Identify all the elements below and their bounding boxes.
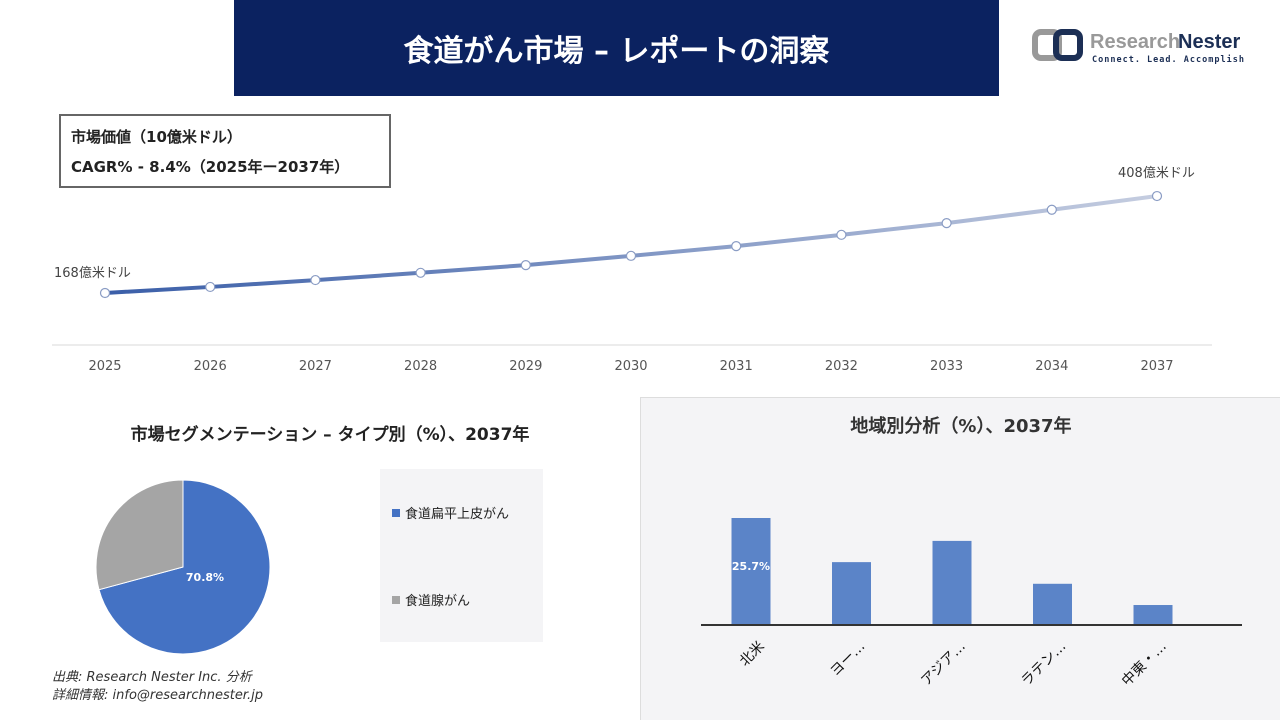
x-tick-label: 2028 <box>404 359 437 374</box>
research-nester-logo: Research Nester Connect. Lead. Accomplis… <box>1032 29 1245 65</box>
page-title: 食道がん市場 – レポートの洞察 <box>234 0 999 96</box>
data-point <box>1046 204 1057 215</box>
x-tick-label: 2031 <box>720 359 753 374</box>
bar <box>731 518 771 625</box>
x-tick-label: 北米 <box>737 639 768 670</box>
bar <box>932 540 972 625</box>
data-point <box>310 274 321 286</box>
data-point <box>941 218 952 229</box>
bar <box>1133 605 1173 625</box>
source-text: 出典: Research Nester Inc. 分析 <box>52 670 252 685</box>
legend-swatch <box>392 595 400 604</box>
legend-label: 食道扁平上皮がん <box>405 507 510 522</box>
x-tick-label: 2037 <box>1140 359 1173 374</box>
x-tick-label: 2027 <box>299 359 332 374</box>
data-point <box>520 260 531 271</box>
bar <box>832 562 871 625</box>
title-text: 食道がん市場 – レポートの洞察 <box>403 34 830 69</box>
x-tick-label: 2034 <box>1035 359 1068 374</box>
x-tick-label: 2030 <box>614 359 647 374</box>
legend-item: 食道扁平上皮がん <box>392 503 509 522</box>
bar <box>1033 583 1072 625</box>
legend-swatch <box>392 508 400 517</box>
data-point <box>205 281 216 293</box>
pie-slice <box>98 479 271 655</box>
first-value-label: 168億米ドル <box>54 265 131 281</box>
x-tick-label: 2029 <box>509 359 542 374</box>
pie-data-label: 70.8% <box>186 571 224 584</box>
x-tick-label: ラテン… <box>1018 639 1069 690</box>
segmentation-panel: 市場セグメンテーション – タイプ別（%）、2037年 70.8% 食道扁平上皮… <box>0 397 640 720</box>
last-value-label: 408億米ドル <box>1118 165 1195 181</box>
series-line <box>104 194 1158 295</box>
pie-chart: 70.8% <box>95 479 271 655</box>
bar-data-label: 25.7% <box>732 560 770 573</box>
market-line-chart: 2025 2026 2027 2028 2029 2030 2031 2032 2033 2034… <box>52 165 1212 374</box>
contact-text: 詳細情報: info@researchnester.jp <box>52 688 263 703</box>
regional-panel: 地域別分析（%）、2037年 25.7% 北米 ヨー… アジア… ラテン… 中東・… <box>640 397 1280 720</box>
x-tick-label: 2033 <box>930 359 963 374</box>
pie-legend: 食道扁平上皮がん 食道腺がん <box>380 469 543 642</box>
segmentation-title: 市場セグメンテーション – タイプ別（%）、2037年 <box>130 425 530 445</box>
data-point <box>836 229 847 240</box>
data-point <box>1151 190 1163 202</box>
data-point <box>731 241 742 252</box>
x-tick-label: 中東・… <box>1119 639 1170 690</box>
kpi-market-value: 市場価値（10億米ドル） <box>71 128 242 146</box>
legend-label: 食道腺がん <box>405 594 471 609</box>
x-tick-label: 2025 <box>88 359 121 374</box>
source-note: 出典: Research Nester Inc. 分析 詳細情報: info@r… <box>52 669 263 705</box>
regional-title: 地域別分析（%）、2037年 <box>850 416 1072 437</box>
legend-item: 食道腺がん <box>392 590 470 609</box>
kpi-cagr: CAGR% - 8.4%（2025年ー2037年） <box>71 158 350 176</box>
kpi-box: 市場価値（10億米ドル） CAGR% - 8.4%（2025年ー2037年） <box>59 114 391 188</box>
svg-text:Nester: Nester <box>1178 31 1240 53</box>
svg-text:Connect. Lead. Accomplish: Connect. Lead. Accomplish <box>1092 54 1245 65</box>
x-tick-label: アジア… <box>918 639 969 690</box>
x-tick-label: 2032 <box>825 359 858 374</box>
svg-text:Research: Research <box>1090 31 1180 53</box>
x-tick-label: ヨー… <box>827 639 868 680</box>
pie-slice <box>95 479 184 591</box>
data-point <box>99 287 111 299</box>
data-point <box>625 250 637 261</box>
regional-bar-chart: 25.7% 北米 ヨー… アジア… ラテン… 中東・… <box>701 518 1242 690</box>
x-tick-label: 2026 <box>194 359 227 374</box>
data-point <box>415 267 426 278</box>
